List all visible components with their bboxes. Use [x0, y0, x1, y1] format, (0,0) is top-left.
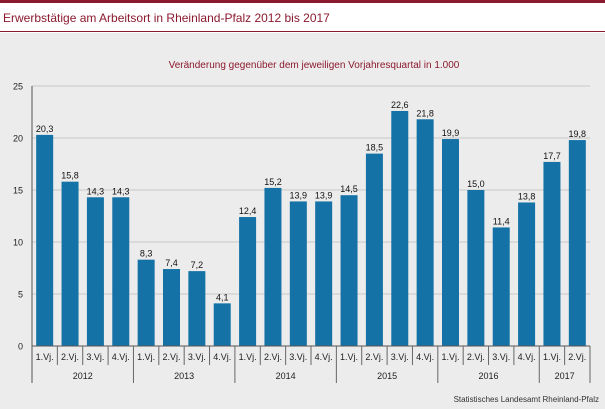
- x-tick-label: 4.Vj.: [112, 352, 130, 362]
- y-tick-label: 25: [13, 82, 23, 92]
- x-tick-label: 3.Vj.: [492, 352, 510, 362]
- data-label: 7,4: [165, 258, 178, 268]
- chart-panel: Veränderung gegenüber dem jeweiligen Vor…: [0, 33, 605, 409]
- data-label: 13,8: [518, 191, 536, 201]
- x-tick-label: 3.Vj.: [188, 352, 206, 362]
- year-label: 2016: [479, 371, 499, 381]
- data-label: 8,3: [140, 249, 153, 259]
- bar: [391, 110, 409, 347]
- data-label: 19,9: [442, 128, 460, 138]
- y-tick-label: 0: [18, 342, 23, 352]
- page-title: Erwerbstätige am Arbeitsort in Rheinland…: [3, 11, 330, 25]
- x-tick-label: 1.Vj.: [543, 352, 561, 362]
- x-tick-label: 2.Vj.: [467, 352, 485, 362]
- chart-subtitle: Veränderung gegenüber dem jeweiligen Vor…: [169, 60, 460, 71]
- bar: [568, 140, 586, 346]
- x-tick-label: 1.Vj.: [36, 352, 54, 362]
- x-tick-label: 2.Vj.: [61, 352, 79, 362]
- top-accent-bar: [0, 0, 605, 3]
- year-label: 2017: [555, 371, 575, 381]
- x-tick-label: 1.Vj.: [441, 352, 459, 362]
- year-label: 2013: [174, 371, 194, 381]
- y-tick-label: 10: [13, 238, 23, 248]
- bar: [213, 303, 231, 346]
- bar: [340, 195, 358, 346]
- data-label: 14,3: [87, 186, 105, 196]
- x-tick-label: 2.Vj.: [365, 352, 383, 362]
- data-label: 21,8: [416, 108, 434, 118]
- x-tick-label: 4.Vj.: [518, 352, 536, 362]
- bar: [112, 197, 130, 346]
- data-label: 22,6: [391, 100, 409, 110]
- data-label: 7,2: [191, 260, 204, 270]
- x-tick-label: 4.Vj.: [315, 352, 333, 362]
- bar: [543, 161, 561, 346]
- x-tick-label: 3.Vj.: [289, 352, 307, 362]
- bar: [442, 139, 459, 346]
- year-label: 2014: [276, 371, 296, 381]
- data-label: 17,7: [543, 151, 561, 161]
- x-tick-label: 2.Vj.: [264, 352, 282, 362]
- x-tick-label: 2.Vj.: [162, 352, 180, 362]
- data-label: 15,0: [467, 179, 485, 189]
- source-note: Statistisches Landesamt Rheinland-Pfalz: [453, 395, 599, 404]
- bar: [315, 201, 333, 346]
- bar: [239, 217, 257, 346]
- x-tick-label: 1.Vj.: [239, 352, 257, 362]
- y-tick-label: 15: [13, 186, 23, 196]
- x-tick-label: 4.Vj.: [213, 352, 231, 362]
- y-tick-label: 5: [18, 290, 23, 300]
- bar: [264, 187, 282, 346]
- x-tick-label: 2.Vj.: [568, 352, 586, 362]
- bar-chart: Veränderung gegenüber dem jeweiligen Vor…: [13, 60, 591, 383]
- data-label: 18,5: [366, 143, 384, 153]
- data-label: 14,5: [340, 184, 358, 194]
- bar: [492, 227, 510, 346]
- data-label: 20,3: [36, 124, 54, 134]
- bar: [36, 134, 54, 346]
- bar: [163, 269, 180, 346]
- data-label: 19,8: [569, 129, 587, 139]
- bar: [518, 202, 536, 346]
- bar: [188, 271, 206, 346]
- bar: [289, 201, 307, 346]
- data-label: 13,9: [315, 190, 333, 200]
- data-label: 15,8: [61, 171, 79, 181]
- x-tick-label: 1.Vj.: [340, 352, 358, 362]
- data-label: 4,1: [216, 292, 229, 302]
- bar: [365, 153, 383, 346]
- data-label: 13,9: [290, 190, 308, 200]
- bar: [137, 259, 155, 346]
- year-label: 2012: [73, 371, 93, 381]
- bar: [467, 190, 485, 346]
- bar: [86, 197, 104, 346]
- y-tick-label: 20: [13, 134, 23, 144]
- bar: [61, 181, 79, 346]
- bar: [416, 119, 434, 346]
- x-tick-label: 3.Vj.: [391, 352, 409, 362]
- data-label: 15,2: [264, 177, 282, 187]
- title-divider: [0, 31, 605, 32]
- x-tick-label: 3.Vj.: [86, 352, 104, 362]
- x-tick-label: 1.Vj.: [137, 352, 155, 362]
- data-label: 12,4: [239, 206, 257, 216]
- data-label: 14,3: [112, 186, 130, 196]
- data-label: 11,4: [493, 216, 510, 226]
- year-label: 2015: [377, 371, 397, 381]
- x-tick-label: 4.Vj.: [416, 352, 434, 362]
